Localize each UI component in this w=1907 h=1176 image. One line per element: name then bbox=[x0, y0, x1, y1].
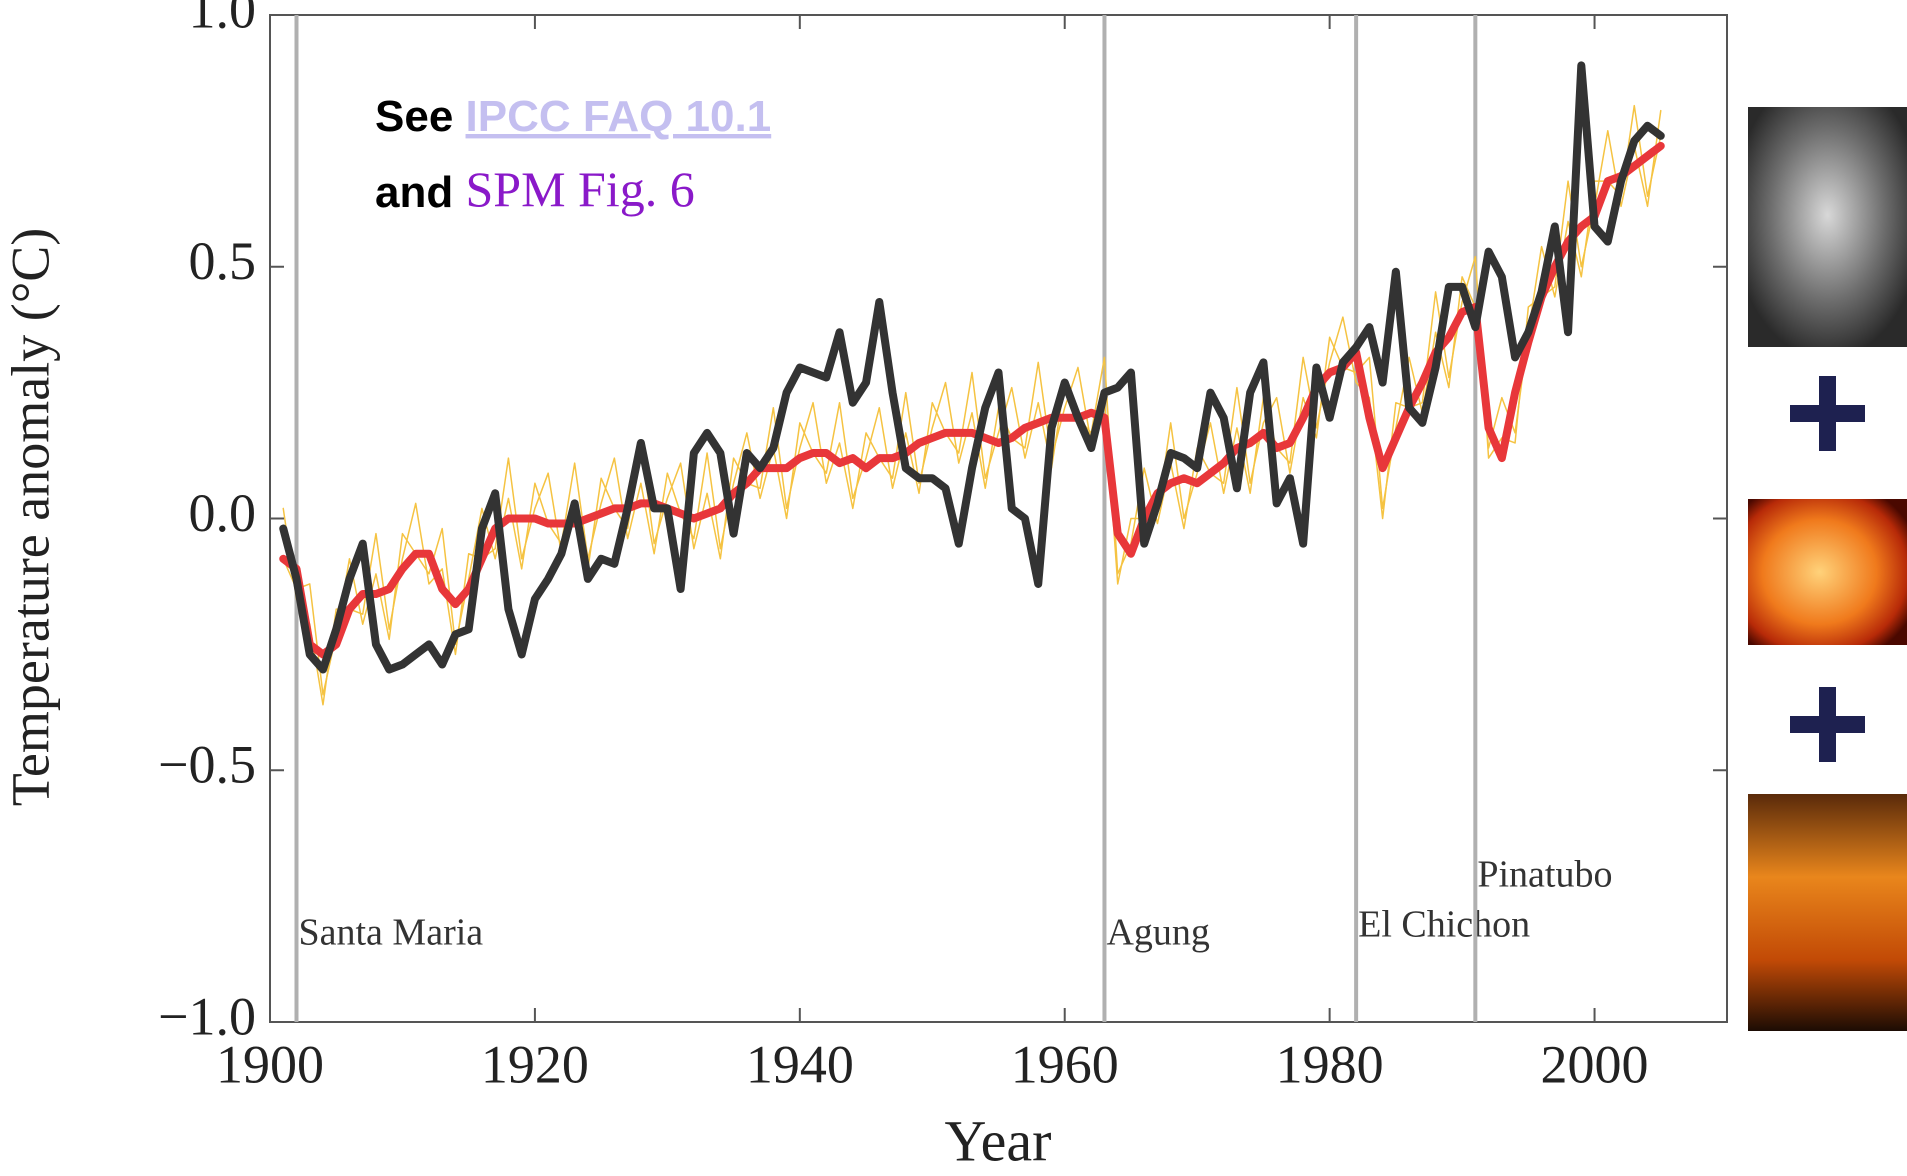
eruption-label: El Chichon bbox=[1358, 904, 1530, 946]
note-and: and bbox=[375, 168, 453, 217]
y-tick-label: −0.5 bbox=[158, 735, 256, 795]
x-axis-label: Year bbox=[945, 1108, 1052, 1173]
eruption-label: Pinatubo bbox=[1477, 854, 1612, 896]
note-line-1: See IPCC FAQ 10.1 bbox=[375, 92, 771, 141]
forcing-icons bbox=[1748, 107, 1907, 1031]
volcano-image bbox=[1748, 107, 1907, 347]
note-link[interactable]: IPCC FAQ 10.1 bbox=[466, 92, 772, 141]
x-tick-label: 1940 bbox=[746, 1034, 854, 1094]
x-tick-label: 1900 bbox=[216, 1034, 324, 1094]
x-tick-label: 2000 bbox=[1541, 1034, 1649, 1094]
x-tick-label: 1920 bbox=[481, 1034, 589, 1094]
series-line bbox=[279, 141, 1665, 659]
note-line-2: and SPM Fig. 6 bbox=[375, 161, 695, 217]
y-tick-label: −1.0 bbox=[158, 986, 256, 1046]
y-tick-label: 0.5 bbox=[189, 231, 257, 291]
note-see: See bbox=[375, 92, 453, 141]
eruption-label: Agung bbox=[1106, 912, 1209, 954]
note-figure[interactable]: SPM Fig. 6 bbox=[465, 161, 694, 217]
sun-image bbox=[1748, 499, 1907, 645]
industry-image bbox=[1748, 794, 1907, 1031]
y-tick-label: 0.0 bbox=[189, 483, 257, 543]
series-line bbox=[279, 61, 1665, 674]
plus-icon bbox=[1819, 376, 1836, 451]
eruption-label: Santa Maria bbox=[298, 912, 483, 954]
y-axis-label: Temperature anomaly (°C) bbox=[0, 228, 60, 807]
x-tick-label: 1980 bbox=[1276, 1034, 1384, 1094]
series-line bbox=[282, 109, 1662, 706]
plus-icon bbox=[1819, 687, 1836, 762]
x-tick-label: 1960 bbox=[1011, 1034, 1119, 1094]
y-tick-label: 1.0 bbox=[189, 0, 257, 39]
plot-area: Santa Maria Agung El Chichon Pinatubo bbox=[279, 15, 1665, 1022]
